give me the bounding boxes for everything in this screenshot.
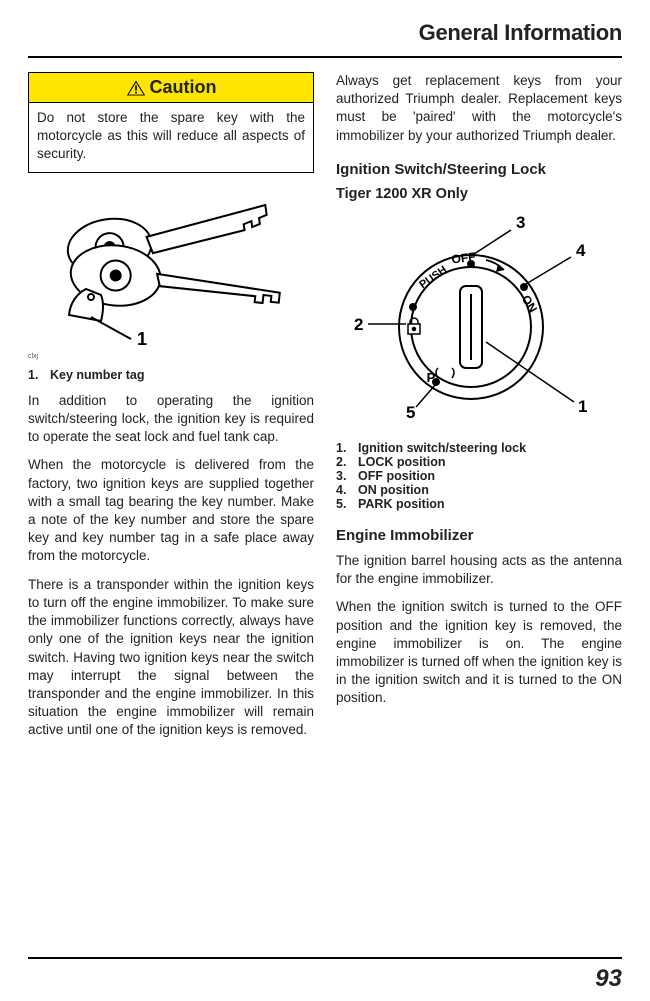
caption-item: 5.PARK position: [336, 497, 622, 511]
page-number: 93: [595, 965, 622, 993]
caption-num: 3.: [336, 469, 358, 483]
key-figure-caption: 1. Key number tag: [28, 368, 314, 382]
paragraph: When the ignition switch is turned to th…: [336, 598, 622, 707]
page: General Information Caution Do not store…: [0, 0, 650, 1001]
paragraph: The ignition barrel housing acts as the …: [336, 552, 622, 588]
switch-callout-3: 3: [516, 213, 525, 232]
key-figure: 1: [28, 197, 314, 347]
keys-illustration: 1: [41, 197, 301, 347]
section-heading: Engine Immobilizer: [336, 527, 622, 544]
switch-p-label: P: [427, 370, 436, 385]
right-column: Always get replacement keys from your au…: [336, 72, 622, 750]
caution-body: Do not store the spare key with the moto…: [29, 103, 313, 172]
switch-callout-2: 2: [354, 315, 363, 334]
switch-callout-1: 1: [578, 397, 587, 416]
caption-text: Ignition switch/steering lock: [358, 441, 526, 455]
caption-num: 4.: [336, 483, 358, 497]
caption-item: 3.OFF position: [336, 469, 622, 483]
caption-text: LOCK position: [358, 455, 446, 469]
page-title: General Information: [28, 20, 622, 46]
caution-header: Caution: [29, 73, 313, 103]
paragraph: There is a transponder within the igniti…: [28, 576, 314, 740]
caption-num: 5.: [336, 497, 358, 511]
caption-num: 2.: [336, 455, 358, 469]
caption-item: 4.ON position: [336, 483, 622, 497]
paragraph: When the motorcycle is delivered from th…: [28, 456, 314, 565]
caption-item: 2.LOCK position: [336, 455, 622, 469]
caption-num: 1.: [336, 441, 358, 455]
paragraph: Always get replacement keys from your au…: [336, 72, 622, 145]
header-rule: [28, 56, 622, 58]
switch-callout-4: 4: [576, 241, 586, 260]
caution-label: Caution: [150, 77, 217, 98]
caption-item: 1.Ignition switch/steering lock: [336, 441, 622, 455]
figure-code: clxj: [28, 353, 314, 360]
sub-heading: Tiger 1200 XR Only: [336, 186, 622, 202]
key-callout-1: 1: [137, 329, 147, 347]
ignition-switch-illustration: OFF PUSH ON P: [336, 212, 616, 422]
caption-text: ON position: [358, 483, 429, 497]
section-heading: Ignition Switch/Steering Lock: [336, 161, 622, 178]
ignition-switch-figure: OFF PUSH ON P: [336, 212, 622, 427]
switch-push-label: PUSH: [417, 264, 449, 291]
left-column: Caution Do not store the spare key with …: [28, 72, 314, 750]
caption-text: Key number tag: [50, 368, 144, 382]
switch-figure-caption: 1.Ignition switch/steering lock 2.LOCK p…: [336, 441, 622, 511]
caption-text: PARK position: [358, 497, 445, 511]
caption-num: 1.: [28, 368, 50, 382]
caption-text: OFF position: [358, 469, 435, 483]
paragraph: In addition to operating the ignition sw…: [28, 392, 314, 447]
columns: Caution Do not store the spare key with …: [28, 72, 622, 750]
caution-box: Caution Do not store the spare key with …: [28, 72, 314, 173]
caption-item: 1. Key number tag: [28, 368, 314, 382]
warning-triangle-icon: [126, 79, 146, 97]
footer-rule: [28, 957, 622, 959]
switch-callout-5: 5: [406, 403, 415, 422]
